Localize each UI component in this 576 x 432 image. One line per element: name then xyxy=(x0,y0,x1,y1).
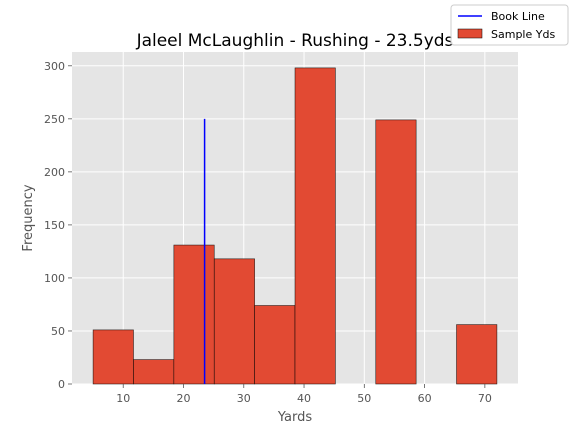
histogram-bar xyxy=(92,329,134,385)
legend-book-line-label: Book Line xyxy=(491,10,545,23)
histogram-bar xyxy=(456,324,498,385)
legend-sample-yds-label: Sample Yds xyxy=(491,28,555,41)
x-tick-label: 40 xyxy=(297,392,311,405)
x-tick-label: 60 xyxy=(418,392,432,405)
x-tick-label: 50 xyxy=(357,392,371,405)
y-tick-label: 200 xyxy=(44,166,65,179)
histogram-bar xyxy=(133,359,175,385)
x-tick-label: 20 xyxy=(177,392,191,405)
y-tick-label: 0 xyxy=(58,378,65,391)
x-tick-label: 10 xyxy=(116,392,130,405)
y-axis-ticks: 0 50 100 150 200 250 300 xyxy=(44,60,72,391)
y-tick-label: 100 xyxy=(44,272,65,285)
x-tick-label: 70 xyxy=(478,392,492,405)
y-tick-label: 250 xyxy=(44,113,65,126)
chart-title: Jaleel McLaughlin - Rushing - 23.5yds xyxy=(136,31,454,51)
x-tick-label: 30 xyxy=(237,392,251,405)
y-tick-label: 300 xyxy=(44,60,65,73)
histogram-bar xyxy=(375,119,417,385)
histogram-bar xyxy=(254,305,296,385)
y-axis-label: Frequency xyxy=(21,184,36,251)
x-axis-ticks: 10 20 30 40 50 60 70 xyxy=(116,384,492,405)
legend: Book Line Sample Yds xyxy=(450,4,569,46)
histogram-bar xyxy=(213,258,255,385)
y-tick-label: 150 xyxy=(44,219,65,232)
legend-sample-yds-swatch xyxy=(457,28,483,39)
y-tick-label: 50 xyxy=(51,325,65,338)
x-axis-label: Yards xyxy=(277,410,312,425)
histogram-bars xyxy=(92,67,498,385)
histogram-bar xyxy=(173,244,215,385)
histogram-bar xyxy=(294,67,336,385)
